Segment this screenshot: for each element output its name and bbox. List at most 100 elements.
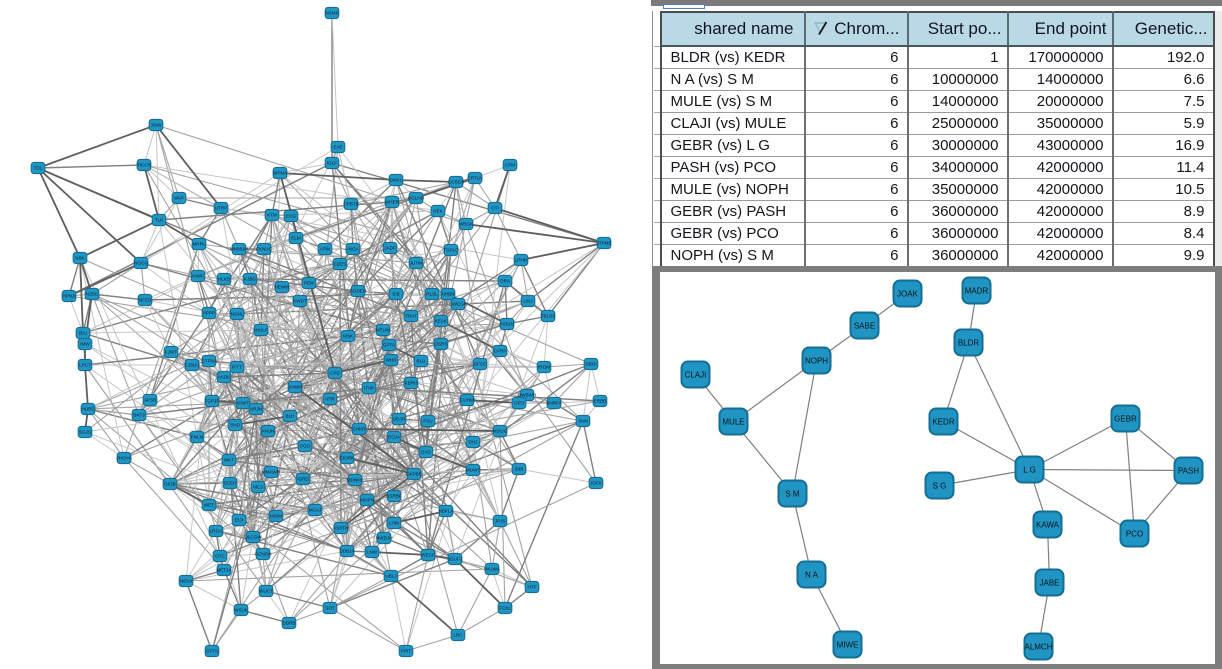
svg-text:LPCT: LPCT [79, 363, 91, 368]
svg-text:GPTA: GPTA [383, 343, 396, 348]
svg-text:FCILI: FCILI [499, 606, 510, 611]
svg-text:LPHN: LPHN [515, 258, 527, 263]
svg-text:FJWT: FJWT [165, 350, 177, 355]
svg-text:KIWF: KIWF [192, 274, 204, 279]
svg-text:GWCGK: GWCGK [449, 302, 468, 307]
svg-text:NFED: NFED [139, 298, 152, 303]
svg-text:NGOU: NGOU [134, 261, 148, 266]
svg-text:TRAT: TRAT [405, 314, 417, 319]
svg-text:TLK: TLK [155, 218, 164, 223]
svg-text:S G: S G [932, 481, 946, 490]
svg-text:INOA: INOA [347, 247, 359, 252]
svg-text:CFRF: CFRF [494, 349, 506, 354]
svg-text:FGPJP: FGPJP [205, 399, 220, 404]
svg-text:HKLWA: HKLWA [484, 567, 501, 572]
svg-text:OTC: OTC [215, 554, 225, 559]
svg-text:MSMI: MSMI [270, 514, 282, 519]
svg-text:PASH: PASH [1177, 466, 1198, 475]
svg-text:WET: WET [204, 503, 214, 508]
svg-text:MIWE: MIWE [836, 640, 858, 649]
svg-text:FKNUC: FKNUC [256, 247, 273, 252]
svg-text:NOPH: NOPH [804, 356, 827, 365]
svg-text:HTF: HTF [528, 585, 537, 590]
svg-text:WUF: WUF [174, 196, 185, 201]
svg-text:APSB: APSB [144, 398, 156, 403]
svg-text:NGNL: NGNL [231, 312, 244, 317]
svg-text:ITIIP: ITIIP [364, 386, 374, 391]
svg-text:BNRFA: BNRFA [546, 401, 562, 406]
svg-text:SOT: SOT [325, 606, 335, 611]
svg-text:LHW: LHW [389, 521, 400, 526]
svg-text:JOFK: JOFK [590, 481, 603, 486]
svg-text:CDES: CDES [334, 262, 347, 267]
svg-text:SIB: SIB [392, 292, 399, 297]
svg-text:CPM: CPM [505, 163, 515, 168]
svg-text:SHD: SHD [230, 423, 240, 428]
svg-text:MSK: MSK [343, 334, 354, 339]
svg-text:CUHM: CUHM [460, 398, 474, 403]
svg-text:LRGA: LRGA [210, 529, 223, 534]
svg-text:DMKL: DMKL [390, 178, 403, 183]
svg-text:ORA: ORA [500, 279, 511, 284]
svg-text:CRTLN: CRTLN [467, 176, 482, 181]
svg-text:LRC: LRC [453, 633, 463, 638]
svg-text:WKT: WKT [224, 458, 234, 463]
svg-text:PCO: PCO [1125, 529, 1142, 538]
svg-text:FSU: FSU [423, 419, 432, 424]
svg-text:NSMK: NSMK [325, 11, 339, 16]
svg-text:MULE: MULE [722, 417, 744, 426]
svg-text:KTM: KTM [267, 213, 277, 218]
svg-text:PPIT: PPIT [401, 649, 411, 654]
svg-text:COSDS: COSDS [448, 180, 464, 185]
svg-text:KIWT: KIWT [237, 401, 249, 406]
svg-text:WDUI: WDUI [180, 579, 192, 584]
svg-text:JHWM: JHWM [288, 385, 302, 390]
svg-text:NTR: NTR [325, 397, 335, 402]
svg-text:IROM: IROM [538, 365, 550, 370]
svg-text:MTUW: MTUW [376, 328, 391, 333]
svg-text:MRRL: MRRL [192, 242, 205, 247]
svg-text:IMW: IMW [80, 342, 90, 347]
svg-text:IHULF: IHULF [254, 328, 267, 333]
svg-text:KBK: KBK [75, 256, 85, 261]
svg-text:IFTT: IFTT [232, 365, 242, 370]
svg-text:GIGB: GIGB [164, 482, 176, 487]
svg-text:EOJA: EOJA [388, 435, 401, 440]
svg-text:ULCGW: ULCGW [244, 535, 262, 540]
svg-text:NEK: NEK [433, 209, 443, 214]
svg-text:ERBB: ERBB [594, 399, 607, 404]
svg-text:DDRB: DDRB [282, 621, 295, 626]
svg-text:JUTW: JUTW [410, 261, 423, 266]
svg-text:WSUK: WSUK [234, 608, 249, 613]
svg-text:PNLM: PNLM [191, 435, 204, 440]
svg-text:METJA: METJA [216, 568, 232, 573]
svg-text:ARJN: ARJN [250, 407, 262, 412]
svg-text:SGJS: SGJS [79, 430, 91, 435]
svg-text:MUWT: MUWT [466, 468, 480, 473]
svg-text:IGRD: IGRD [297, 477, 309, 482]
svg-text:KWDT: KWDT [293, 299, 307, 304]
svg-text:BPINA: BPINA [273, 171, 288, 176]
svg-text:PEM: PEM [304, 281, 314, 286]
svg-text:IIPPP: IIPPP [203, 311, 215, 316]
svg-text:MWDJH: MWDJH [375, 536, 392, 541]
svg-text:JTPME: JTPME [596, 241, 611, 246]
svg-text:OSRS: OSRS [434, 342, 447, 347]
svg-text:NJDC: NJDC [86, 292, 99, 297]
svg-text:CPBTB: CPBTB [343, 202, 358, 207]
svg-text:RLSL: RLSL [426, 292, 438, 297]
svg-text:LNW: LNW [367, 550, 378, 555]
svg-text:TGPLO: TGPLO [443, 248, 459, 253]
svg-text:BKTJ: BKTJ [133, 413, 144, 418]
svg-text:JGUFJ: JGUFJ [448, 557, 462, 562]
svg-text:BLDR: BLDR [957, 338, 979, 347]
svg-text:WECF: WECF [421, 553, 435, 558]
svg-text:UTRP: UTRP [215, 206, 228, 211]
svg-text:MDNKK: MDNKK [347, 478, 365, 483]
svg-text:MGPN: MGPN [360, 498, 374, 503]
svg-text:N A: N A [805, 570, 819, 579]
svg-text:MCAJ: MCAJ [309, 508, 322, 513]
svg-text:WBGK: WBGK [459, 222, 474, 227]
svg-text:AODEH: AODEH [350, 289, 366, 294]
svg-text:EIJI: EIJI [235, 518, 243, 523]
